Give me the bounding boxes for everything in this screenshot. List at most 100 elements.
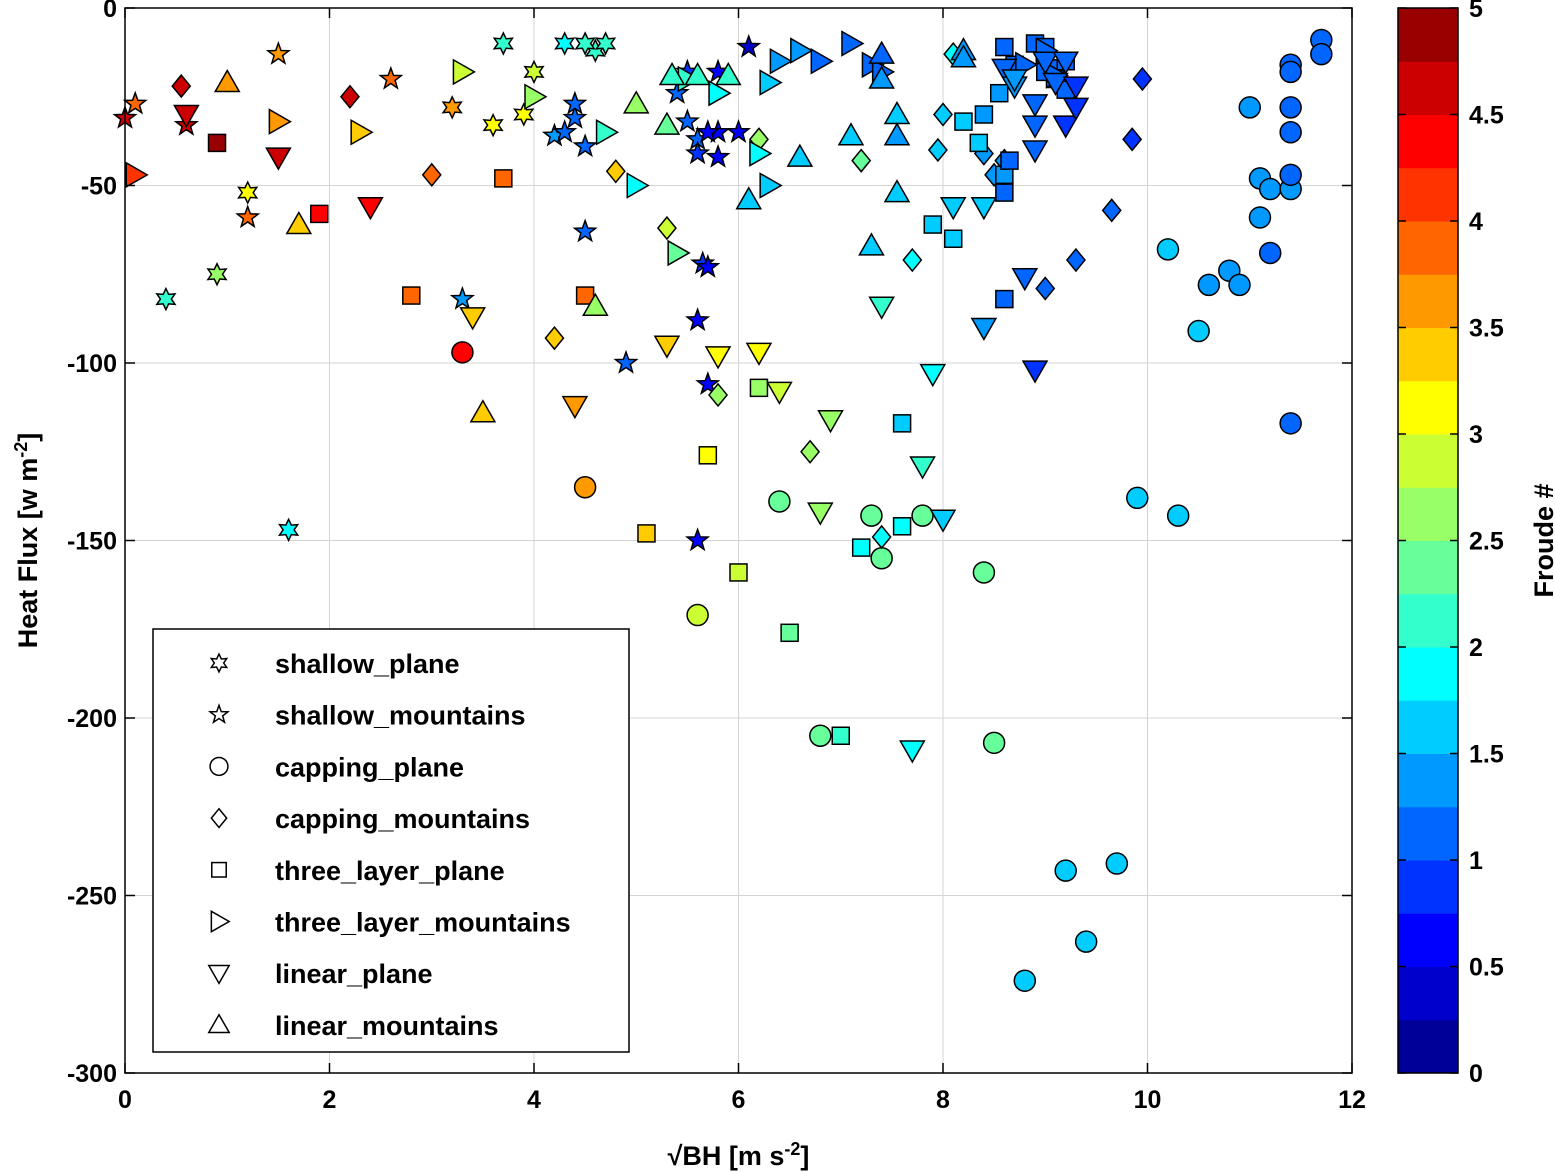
data-point (943, 229, 963, 248)
data-point (656, 215, 677, 241)
colorbar-tick-label: 2.5 (1469, 528, 1504, 556)
data-point (1279, 121, 1302, 144)
data-point (817, 410, 844, 434)
data-point (745, 342, 773, 366)
data-point (969, 133, 989, 153)
data-point (1105, 852, 1129, 875)
data-point (265, 40, 291, 65)
data-point (970, 197, 998, 221)
data-point (350, 118, 374, 146)
y-axis-label: Heat Flux [w m-2] (11, 433, 43, 649)
y-tick-label: -150 (67, 528, 117, 556)
data-point (1122, 127, 1143, 152)
data-point (868, 40, 895, 64)
data-point (125, 161, 149, 189)
colorbar-step (1398, 647, 1458, 701)
series-shallow-plane (155, 31, 617, 543)
legend-item: three_layer_plane (211, 856, 505, 886)
data-point (554, 31, 576, 56)
data-point (1065, 247, 1086, 273)
data-point (929, 509, 957, 533)
data-point (841, 30, 865, 57)
colorbar-step (1398, 487, 1458, 541)
data-point (626, 172, 650, 199)
data-point (1228, 273, 1251, 297)
data-point (1021, 115, 1049, 139)
series-shallow-mountains (112, 33, 762, 552)
data-point (871, 524, 892, 550)
data-point (1062, 97, 1090, 121)
data-point (310, 204, 329, 224)
data-point (800, 439, 821, 464)
legend-label: linear_plane (275, 959, 433, 989)
data-point (378, 65, 404, 90)
data-point (658, 61, 686, 86)
legend-marker (207, 964, 231, 985)
data-point (1031, 51, 1059, 75)
data-point (449, 285, 476, 310)
data-point (923, 215, 943, 234)
colorbar-step (1398, 540, 1458, 595)
series-capping-mountains (171, 41, 1153, 550)
data-point (1021, 360, 1049, 384)
data-point (653, 335, 681, 359)
data-point (494, 169, 513, 188)
data-point (1062, 76, 1090, 100)
data-point (851, 148, 872, 173)
colorbar-tick-label: 2 (1469, 634, 1483, 662)
data-point (695, 253, 721, 278)
data-point (1310, 42, 1333, 66)
data-point (1187, 319, 1210, 343)
data-point (695, 119, 721, 143)
data-point (883, 122, 911, 146)
colorbar-tick-label: 3 (1469, 421, 1483, 449)
data-point (1238, 96, 1261, 119)
data-point (927, 137, 948, 163)
data-point (492, 31, 514, 56)
data-point (810, 47, 834, 75)
data-point (809, 724, 832, 747)
data-point (790, 37, 814, 64)
data-point (982, 731, 1006, 755)
data-point (892, 517, 912, 536)
data-point (831, 726, 850, 745)
data-point (911, 504, 934, 527)
data-point (173, 104, 200, 129)
data-point (561, 395, 589, 420)
legend-box (152, 628, 630, 1053)
colorbar: 0 0.5 1 1.5 2 2.5 3 3.5 4 4.5 5 Froude # (1397, 0, 1555, 1088)
axis-ticks (124, 7, 1353, 1074)
colorbar-step (1398, 221, 1458, 275)
data-point (285, 211, 313, 235)
y-tick-label: -100 (67, 350, 117, 378)
data-point (451, 341, 474, 364)
data-point (582, 292, 609, 316)
data-point (1021, 140, 1049, 164)
legend-label: three_layer_mountains (275, 908, 571, 938)
data-point (974, 105, 994, 124)
colorbar-step (1398, 380, 1458, 435)
data-point (933, 102, 953, 127)
data-point (206, 262, 228, 287)
data-point (1052, 115, 1079, 139)
data-point (1279, 412, 1302, 435)
x-tick-labels: 0 2 4 6 8 10 12 (118, 1086, 1366, 1114)
data-point (605, 159, 626, 184)
legend-marker (209, 652, 229, 674)
data-point (1052, 51, 1079, 75)
data-point (883, 100, 911, 125)
colorbar-step (1398, 860, 1458, 914)
data-point (995, 289, 1014, 309)
data-point (972, 561, 996, 584)
data-point (122, 90, 148, 115)
legend-item: shallow_plane (209, 649, 460, 679)
colorbar-tick-label: 0 (1469, 1060, 1483, 1088)
data-point (544, 325, 565, 351)
data-point (685, 140, 711, 165)
data-point (768, 490, 791, 513)
data-point (171, 73, 192, 99)
data-point (766, 381, 793, 405)
data-point (1197, 273, 1221, 297)
legend-marker (210, 910, 231, 933)
y-tick-label: 0 (103, 0, 117, 23)
